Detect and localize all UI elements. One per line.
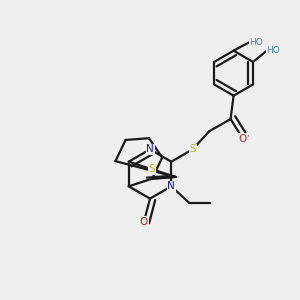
Text: N: N <box>167 181 175 191</box>
Text: S: S <box>149 164 155 174</box>
Text: N: N <box>146 144 154 154</box>
Text: HO: HO <box>267 46 280 56</box>
Text: O: O <box>140 217 148 227</box>
Text: O: O <box>239 134 247 144</box>
Text: HO: HO <box>250 38 263 46</box>
Text: S: S <box>189 144 196 154</box>
